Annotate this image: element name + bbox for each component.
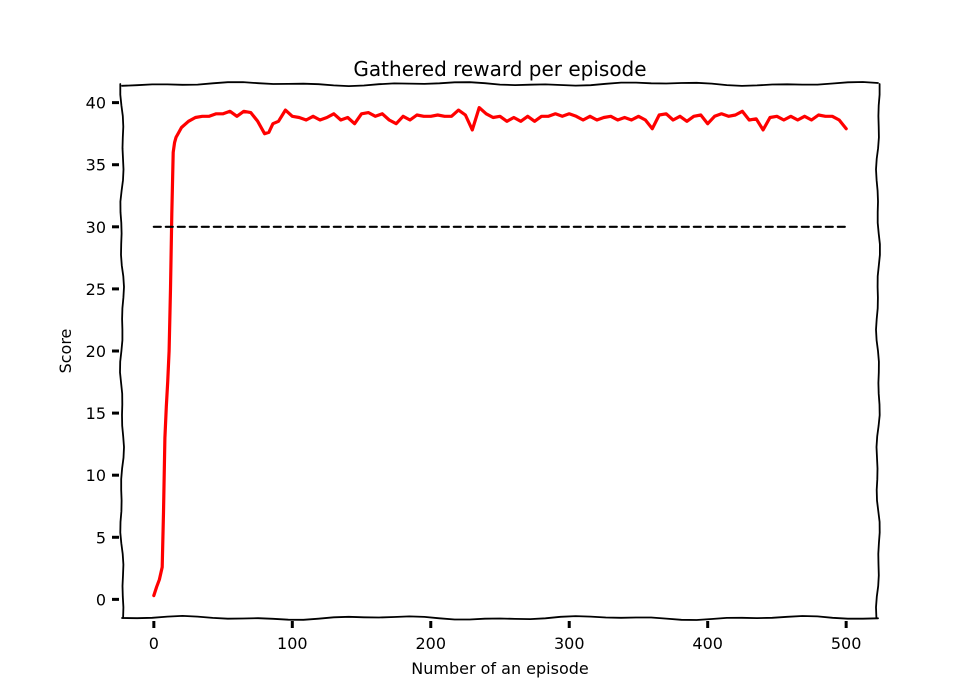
x-axis-ticks: 0 100 200 300 400 500	[149, 621, 862, 653]
frame-top	[121, 81, 879, 88]
y-tick-label: 35	[86, 156, 106, 175]
x-tick-label: 500	[831, 634, 862, 653]
frame-left	[119, 83, 125, 619]
frame-right	[875, 83, 881, 619]
y-tick-label: 0	[96, 590, 106, 609]
chart-title: Gathered reward per episode	[353, 57, 646, 81]
series-line-reward	[152, 106, 848, 598]
y-tick-label: 10	[86, 466, 106, 485]
x-tick-label: 400	[692, 634, 723, 653]
plot-frame	[119, 81, 881, 621]
y-tick-label: 20	[86, 342, 106, 361]
frame-bottom	[121, 614, 879, 621]
y-tick-label: 30	[86, 218, 106, 237]
y-tick-label: 25	[86, 280, 106, 299]
x-tick-label: 200	[415, 634, 446, 653]
x-tick-label: 300	[554, 634, 585, 653]
x-tick-label: 0	[149, 634, 159, 653]
y-axis-ticks: 0 5 10 15 20 25 30 35 40	[86, 94, 119, 609]
y-tick-label: 15	[86, 404, 106, 423]
y-tick-label: 5	[96, 528, 106, 547]
y-axis-label: Score	[56, 329, 75, 374]
y-tick-label: 40	[86, 94, 106, 113]
series-layer	[152, 106, 848, 598]
x-axis-label: Number of an episode	[411, 659, 588, 678]
x-tick-label: 100	[277, 634, 308, 653]
